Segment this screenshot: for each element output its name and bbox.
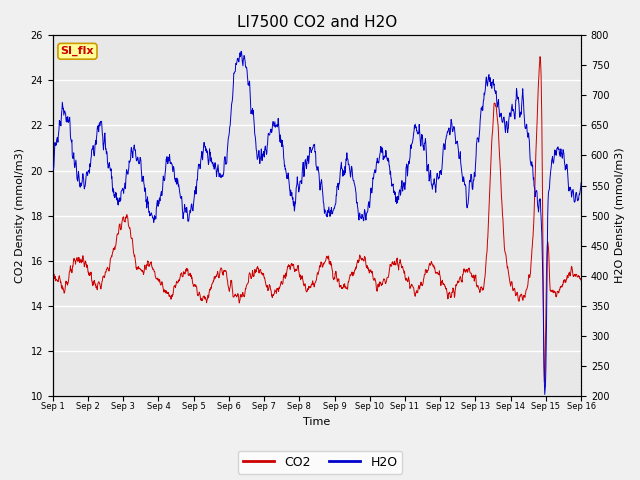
X-axis label: Time: Time <box>303 417 331 427</box>
Title: LI7500 CO2 and H2O: LI7500 CO2 and H2O <box>237 15 397 30</box>
Y-axis label: CO2 Density (mmol/m3): CO2 Density (mmol/m3) <box>15 148 25 283</box>
Text: SI_flx: SI_flx <box>61 46 94 57</box>
Y-axis label: H2O Density (mmol/m3): H2O Density (mmol/m3) <box>615 148 625 283</box>
Legend: CO2, H2O: CO2, H2O <box>237 451 403 474</box>
